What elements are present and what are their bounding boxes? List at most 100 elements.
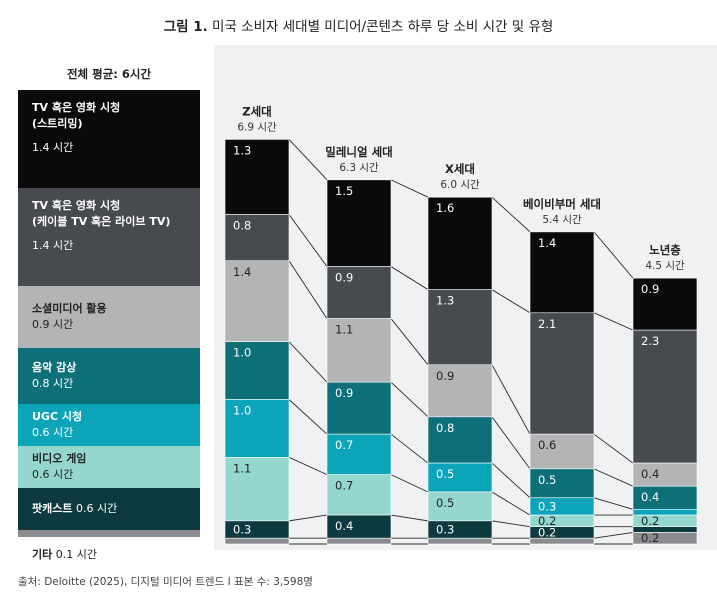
legend-name: 소셜미디어 활용 xyxy=(32,301,107,315)
legend-segment: UGC 시청 0.6 시간 xyxy=(18,404,200,447)
bar-segment xyxy=(427,289,493,366)
legend-name: TV 혹은 영화 시청 xyxy=(32,101,121,114)
connector-line xyxy=(390,318,429,366)
connector-line xyxy=(593,497,634,510)
bar-segment xyxy=(529,537,595,545)
bar-segment xyxy=(529,312,595,435)
data-label: 1.0 xyxy=(233,346,251,360)
data-label: 0.4 xyxy=(335,519,353,533)
category-total: 6.9 시간 xyxy=(237,121,277,133)
connector-line xyxy=(288,214,328,267)
connector-line xyxy=(390,433,429,464)
legend-label: TV 혹은 영화 시청 (스트리밍) 1.4 시간 xyxy=(32,100,194,156)
connector-line xyxy=(390,474,429,493)
bar-segment xyxy=(427,491,493,522)
bar-segment xyxy=(326,433,392,475)
data-label: 0.9 xyxy=(641,282,659,296)
bar-segment xyxy=(326,381,392,435)
data-label: 0.2 xyxy=(641,514,659,528)
legend-label: UGC 시청 0.6 시간 xyxy=(32,409,194,441)
connector-line xyxy=(593,312,634,331)
legend-value: 0.6 시간 xyxy=(32,468,74,482)
connector-line xyxy=(390,514,429,522)
category-total: 6.3 시간 xyxy=(339,162,379,174)
category-label: 밀레니얼 세대 xyxy=(325,145,392,159)
data-label: 0.3 xyxy=(436,523,454,537)
source-note: 출처: Deloitte (2025), 디지털 미디어 트렌드 I 표본 수:… xyxy=(18,576,313,588)
bar-segment xyxy=(326,266,392,319)
legend-label: TV 혹은 영화 시청 (케이블 TV 혹은 라이브 TV) 1.4 시간 xyxy=(32,198,194,254)
legend-name: (스트리밍) xyxy=(32,117,83,130)
data-label: 0.5 xyxy=(436,496,454,510)
connector-line xyxy=(491,364,531,435)
legend-label: 비디오 게임 0.6 시간 xyxy=(32,451,194,483)
bar-segment xyxy=(427,462,493,493)
connector-line xyxy=(390,266,429,291)
bar-segment xyxy=(632,329,698,464)
legend-name: 비디오 게임 xyxy=(32,452,87,466)
bar-segment xyxy=(427,537,493,545)
connector-line xyxy=(288,514,328,522)
connector-line xyxy=(288,260,328,319)
data-label: 0.6 xyxy=(538,438,556,452)
bar-segment xyxy=(427,416,493,464)
data-label: 0.9 xyxy=(335,271,353,285)
connector-line xyxy=(593,468,634,487)
data-label: 1.4 xyxy=(538,236,556,250)
data-label: 0.2 xyxy=(641,531,659,545)
legend-total-average: 전체 평균: 6시간 xyxy=(66,67,152,81)
bar-segment xyxy=(632,532,698,545)
connector-line xyxy=(288,399,328,435)
legend-name: (케이블 TV 혹은 라이브 TV) xyxy=(32,214,171,228)
data-label: 1.1 xyxy=(233,461,251,475)
data-label: 0.3 xyxy=(538,499,556,513)
category-total: 5.4 시간 xyxy=(542,214,582,226)
connector-line xyxy=(491,196,531,233)
connector-line xyxy=(390,179,429,198)
legend-value: 1.4 시간 xyxy=(32,141,74,154)
figure-title: 그림 1. 미국 소비자 세대별 미디어/콘텐츠 하루 당 소비 시간 및 유형 xyxy=(0,15,717,35)
data-label: 1.1 xyxy=(335,323,353,337)
category-label: 베이비부머 세대 xyxy=(523,197,601,211)
data-label: 1.5 xyxy=(335,184,353,198)
legend-segment: 음악 감상 0.8 시간 xyxy=(18,348,200,405)
connector-line xyxy=(288,341,328,383)
legend-other-value: 0.1 시간 xyxy=(55,548,97,561)
bar-segment xyxy=(326,537,392,545)
category-label: X세대 xyxy=(445,162,475,176)
data-label: 1.6 xyxy=(436,201,454,215)
connector-line xyxy=(491,520,531,528)
connector-line xyxy=(491,462,531,499)
legend-name: 팟캐스트 xyxy=(32,502,73,516)
data-label: 0.9 xyxy=(436,369,454,383)
bar-segment xyxy=(326,474,392,516)
figure-number: 그림 1. xyxy=(163,19,208,35)
bar-segment xyxy=(326,318,392,383)
bar-segment xyxy=(224,214,290,262)
legend-other-name: 기타 xyxy=(32,548,53,561)
legend-label: 음악 감상 0.8 시간 xyxy=(32,360,194,392)
data-label: 0.2 xyxy=(538,525,556,539)
data-label: 0.5 xyxy=(538,473,556,487)
connector-line xyxy=(491,416,531,470)
bar-segment xyxy=(224,456,290,522)
figure-title-text: 미국 소비자 세대별 미디어/콘텐츠 하루 당 소비 시간 및 유형 xyxy=(212,19,554,35)
legend-segment: TV 혹은 영화 시청 (케이블 TV 혹은 라이브 TV) 1.4 시간 xyxy=(18,187,200,286)
data-label: 0.7 xyxy=(335,479,353,493)
data-label: 0.8 xyxy=(233,219,251,233)
bar-segment xyxy=(224,260,290,342)
data-label: 1.3 xyxy=(233,143,251,157)
legend-segment: 팟캐스트 0.6 시간 xyxy=(18,488,200,531)
data-label: 0.7 xyxy=(335,438,353,452)
connector-line xyxy=(288,139,328,181)
legend-value: 0.8 시간 xyxy=(32,377,74,391)
connector-line xyxy=(288,456,328,476)
bar-segment xyxy=(224,537,290,545)
legend-name: UGC 시청 xyxy=(32,410,83,424)
data-label: 1.3 xyxy=(436,294,454,308)
data-label: 0.3 xyxy=(233,523,251,537)
bar-segment xyxy=(427,364,493,418)
legend-segment: 소셜미디어 활용 0.9 시간 xyxy=(18,285,200,349)
legend-segment: TV 혹은 영화 시청 (스트리밍) 1.4 시간 xyxy=(18,90,200,188)
